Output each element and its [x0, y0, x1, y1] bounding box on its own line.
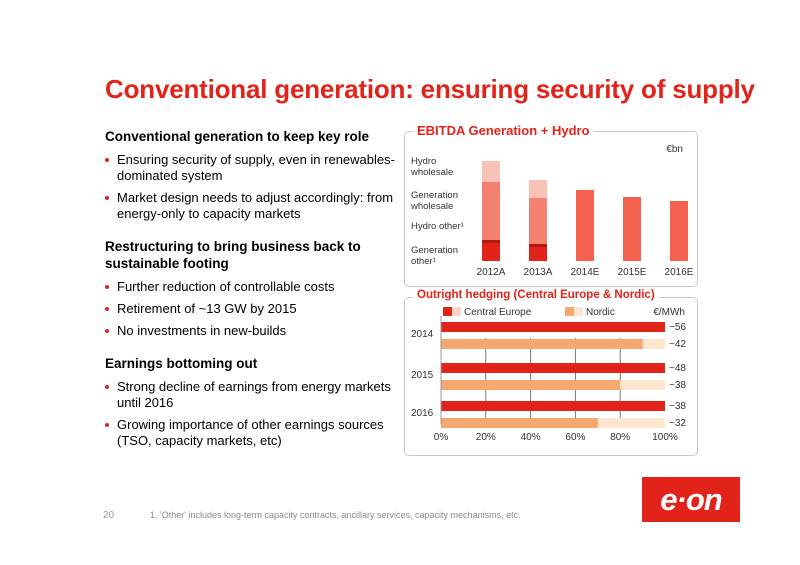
bar-segment — [529, 247, 547, 261]
section-restructuring: Restructuring to bring business back to … — [105, 238, 405, 339]
tick-label: 100% — [652, 432, 678, 443]
legend-swatch-dark — [443, 307, 452, 316]
bar-segment — [482, 161, 500, 182]
bar — [441, 380, 621, 390]
bar — [441, 339, 643, 349]
bar — [441, 418, 598, 428]
text-column: Conventional generation to keep key role… — [105, 128, 405, 465]
label-generation-wholesale: Generation wholesale — [411, 190, 459, 212]
bar-segment — [670, 201, 688, 261]
legend-swatch-light — [452, 307, 461, 316]
ebitda-unit: €bn — [666, 144, 683, 155]
bar-segment — [482, 243, 500, 261]
page-number: 20 — [103, 510, 115, 521]
year-label: 2015 — [411, 370, 434, 381]
section-heading: Restructuring to bring business back to … — [105, 239, 361, 271]
slide-title: Conventional generation: ensuring securi… — [105, 74, 755, 104]
bar-segment — [529, 198, 547, 244]
tick-label: 60% — [565, 432, 585, 443]
bar-segment — [576, 190, 594, 261]
hedging-unit: €/MWh — [653, 307, 685, 318]
bar — [441, 401, 665, 411]
price-label: ~38 — [669, 401, 686, 412]
bullet: Retirement of ~13 GW by 2015 — [105, 301, 405, 317]
label-hydro-wholesale: Hydro wholesale — [411, 156, 454, 178]
section-earnings: Earnings bottoming out Strong decline of… — [105, 355, 405, 449]
tick-label: 40% — [521, 432, 541, 443]
tick-label: 80% — [610, 432, 630, 443]
bullet: Market design needs to adjust accordingl… — [105, 190, 405, 222]
category-label: 2014E — [571, 267, 600, 278]
bar-segment — [482, 240, 500, 243]
bar-segment — [529, 180, 547, 198]
price-label: ~42 — [669, 339, 686, 350]
price-label: ~48 — [669, 363, 686, 374]
bullet: Further reduction of controllable costs — [105, 279, 405, 295]
bar-segment — [482, 182, 500, 240]
bullet: Growing importance of other earnings sou… — [105, 417, 405, 449]
eon-logo: e·on — [642, 477, 740, 522]
footnote: 1. 'Other' includes long-term capacity c… — [150, 510, 521, 520]
legend-label: Central Europe — [464, 307, 532, 318]
section-heading: Earnings bottoming out — [105, 356, 258, 371]
label-generation-other: Generation other¹ — [411, 245, 459, 267]
legend-swatch-light — [574, 307, 583, 316]
bar-segment — [529, 244, 547, 247]
hedging-chart: 0% 20% 40% 60% 80% 100% 2014 ~56 ~42 2015 ~48 ~38 20… — [411, 316, 686, 443]
hedging-chart-panel: Outright hedging (Central Europe & Nordi… — [404, 289, 698, 456]
legend-central-europe: Central Europe — [443, 307, 531, 318]
category-label: 2015E — [618, 267, 647, 278]
bar-segment — [623, 197, 641, 261]
tick-label: 20% — [476, 432, 496, 443]
tick-label: 0% — [434, 432, 449, 443]
bullet: Ensuring security of supply, even in ren… — [105, 152, 405, 184]
year-label: 2014 — [411, 329, 434, 340]
logo-text: e·on — [660, 482, 722, 517]
bullet: No investments in new-builds — [105, 323, 405, 339]
legend-label: Nordic — [586, 307, 615, 318]
legend-swatch-dark — [565, 307, 574, 316]
year-label: 2016 — [411, 408, 434, 419]
ebitda-chart: 2012A 2013A 2014E 2015E 2016E — [477, 161, 694, 278]
ebitda-chart-title: EBITDA Generation + Hydro — [413, 123, 594, 138]
bar — [441, 363, 665, 373]
category-label: 2012A — [477, 267, 506, 278]
legend-nordic: Nordic — [565, 307, 615, 318]
price-label: ~32 — [669, 418, 686, 429]
label-hydro-other: Hydro other¹ — [411, 221, 464, 232]
category-label: 2016E — [665, 267, 694, 278]
ebitda-chart-panel: EBITDA Generation + Hydro €bn Hydro whol… — [404, 123, 698, 287]
section-heading: Conventional generation to keep key role — [105, 129, 370, 144]
hedging-chart-title: Outright hedging (Central Europe & Nordi… — [413, 289, 659, 301]
bar — [441, 322, 665, 332]
section-role: Conventional generation to keep key role… — [105, 128, 405, 222]
bullet: Strong decline of earnings from energy m… — [105, 379, 405, 411]
price-label: ~56 — [669, 322, 686, 333]
category-label: 2013A — [524, 267, 553, 278]
price-label: ~38 — [669, 380, 686, 391]
